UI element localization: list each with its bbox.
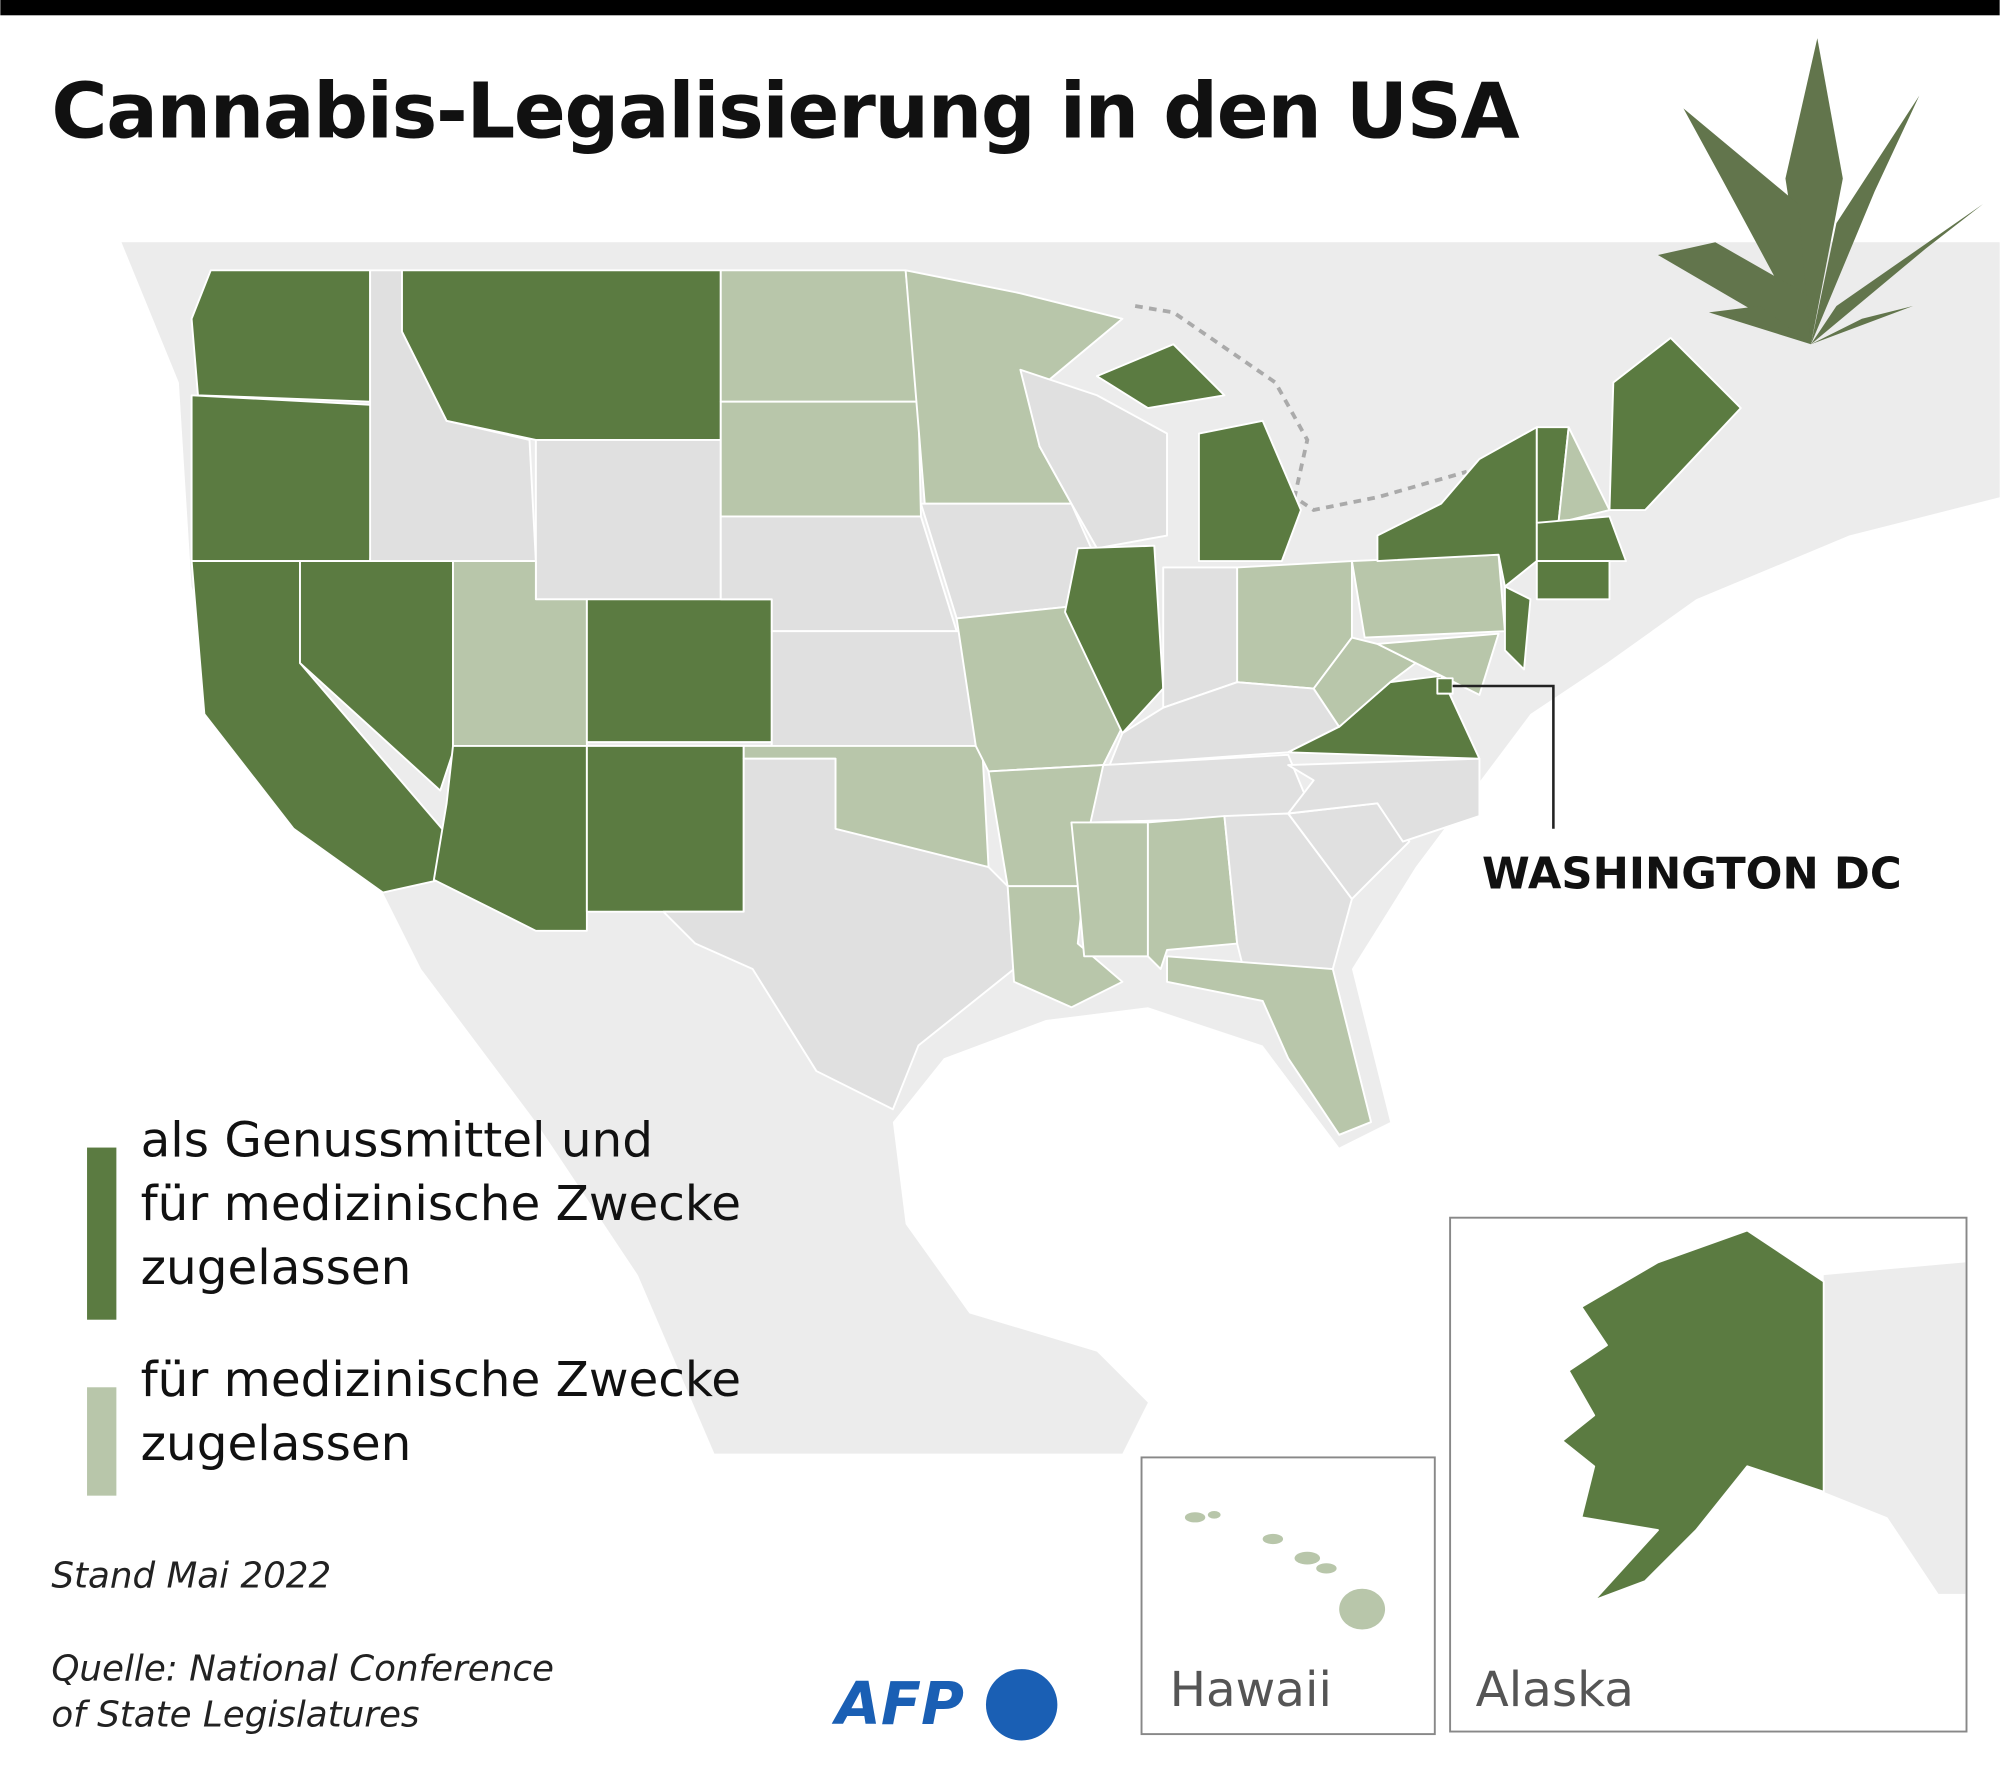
hawaii-islands: [1184, 1510, 1386, 1630]
legend-label: als Genussmittel und: [141, 1112, 653, 1168]
state-fl: [1166, 955, 1373, 1136]
legend: als Genussmittel und für medizinische Zwe…: [87, 1112, 741, 1496]
top-bar: [0, 0, 2000, 16]
source-note: Quelle: National Conference: [51, 1649, 554, 1690]
state-tn: [1089, 753, 1315, 824]
state-or: [190, 394, 384, 562]
states: [190, 269, 1742, 1136]
legend-swatch: [87, 1387, 117, 1496]
state-va: [1287, 674, 1481, 760]
land-background: [1823, 1262, 1966, 1594]
source-note: of State Legislatures: [51, 1694, 419, 1735]
title: Cannabis-Legalisierung in den USA: [51, 68, 1519, 157]
logo-dot: [985, 1669, 1058, 1741]
state-nm: [585, 744, 745, 913]
state-il: [1064, 544, 1165, 735]
legend-label: für medizinische Zwecke: [141, 1352, 741, 1408]
legend-label: zugelassen: [141, 1416, 412, 1472]
state-ma: [1535, 515, 1628, 562]
inset-box: [1140, 1456, 1436, 1736]
callout-label: WASHINGTON DC: [1482, 850, 1902, 900]
logo: AFP: [832, 1670, 964, 1738]
state-dc: [1436, 677, 1454, 695]
state-nj: [1503, 585, 1532, 671]
cannabis-leaf: [1657, 38, 1984, 345]
state-wy: [534, 438, 722, 601]
legend-label: für medizinische Zwecke: [141, 1176, 741, 1232]
state-pa: [1350, 553, 1506, 639]
state-co: [585, 598, 773, 744]
state-me: [1608, 336, 1742, 511]
inset-label: Alaska: [1476, 1662, 1634, 1718]
state-ak: [1561, 1229, 1825, 1602]
state-nh: [1557, 426, 1611, 524]
state-mt: [401, 269, 722, 441]
state-wa: [190, 269, 372, 403]
state-wi: [1019, 368, 1168, 550]
state-ks: [770, 630, 977, 747]
state-md-de: [1376, 632, 1500, 696]
inset-label: Hawaii: [1170, 1662, 1332, 1718]
state-tx: [662, 757, 1015, 1111]
state-sd: [719, 400, 922, 518]
state-ms: [1070, 821, 1149, 958]
state-mi: [1197, 419, 1302, 562]
callout-line: [1452, 684, 1555, 829]
state-nc: [1287, 757, 1481, 843]
state-nd: [719, 269, 920, 403]
state-mi-upper: [1095, 343, 1226, 409]
state-ct-ri: [1535, 560, 1611, 601]
legend-swatch: [87, 1147, 117, 1320]
date-note: Stand Mai 2022: [51, 1555, 331, 1596]
border-line: [1134, 304, 1468, 513]
legend-label: zugelassen: [141, 1240, 412, 1296]
